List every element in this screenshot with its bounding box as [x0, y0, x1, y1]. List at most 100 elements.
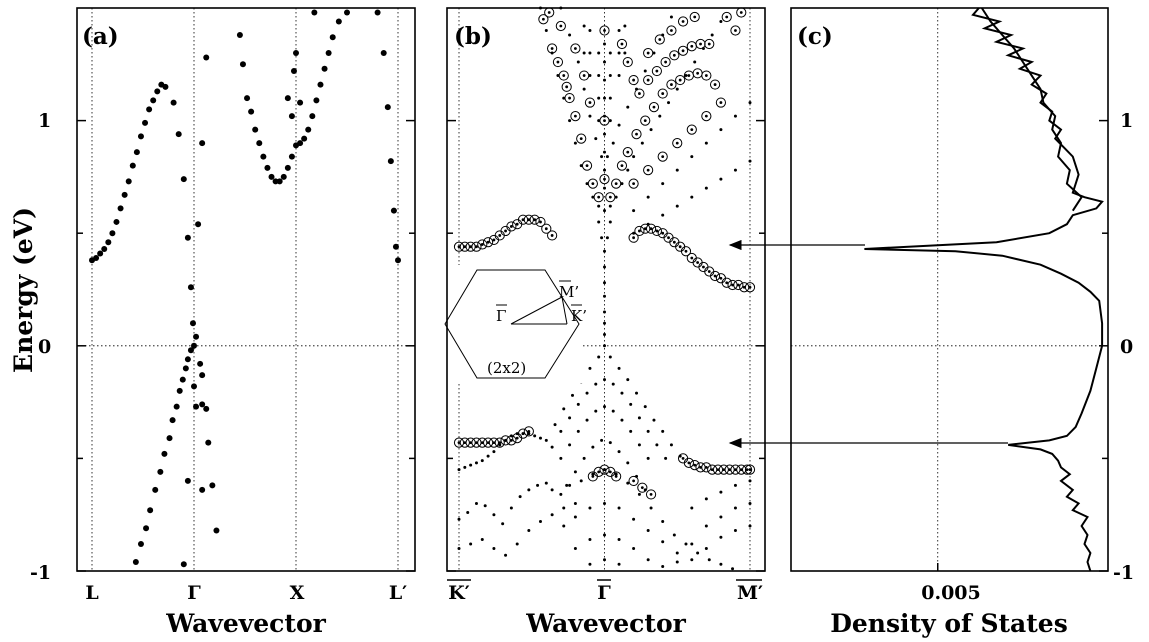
band-point	[597, 119, 601, 123]
band-point	[608, 204, 612, 208]
band-point	[617, 51, 621, 55]
surface-state-ring	[471, 241, 482, 252]
panel-b-surface-states	[453, 7, 756, 500]
band-point	[146, 106, 153, 113]
surface-state-ring	[666, 25, 677, 36]
surface-state-point	[556, 60, 560, 64]
surface-state-point	[687, 461, 691, 465]
surface-state-ring	[552, 56, 564, 68]
band-point	[395, 257, 401, 264]
band-point	[568, 416, 572, 420]
band-point	[603, 168, 606, 172]
surface-state-point	[690, 128, 694, 132]
band-point	[597, 74, 601, 78]
band-point	[696, 551, 700, 555]
panel-a-ytick-minus1: -1	[30, 562, 51, 584]
surface-state-point	[728, 468, 732, 472]
band-point	[626, 461, 630, 465]
band-point	[733, 528, 737, 532]
band-point	[704, 141, 708, 145]
band-point	[629, 402, 633, 406]
surface-state-ring	[701, 70, 712, 81]
band-point	[649, 506, 653, 510]
band-point	[600, 438, 604, 442]
panel-c: (c) 1 0 -1 0.005 Density of States	[790, 7, 1134, 638]
band-point	[585, 418, 589, 422]
band-point	[113, 218, 120, 225]
band-point	[591, 472, 595, 476]
band-point	[603, 249, 606, 253]
surface-state-point	[608, 195, 612, 199]
panel-b-xtick-M: M′	[737, 582, 763, 604]
band-point	[184, 234, 191, 241]
surface-state-ring	[701, 110, 712, 122]
surface-state-point	[588, 101, 592, 104]
surface-state-point	[539, 220, 542, 224]
surface-state-point	[608, 470, 612, 474]
surface-state-ring	[643, 165, 654, 176]
surface-state-point	[591, 182, 595, 186]
band-point	[603, 281, 606, 285]
band-point	[629, 429, 633, 433]
surface-state-point	[725, 281, 729, 285]
band-point	[603, 265, 606, 269]
band-point	[576, 429, 580, 433]
panel-b: Γ M’ K’ (2x2) (b) K′ Γ M′ Wavevector	[444, 6, 766, 638]
surface-state-point	[696, 71, 700, 75]
band-point	[637, 416, 641, 420]
band-point	[652, 51, 656, 55]
surface-state-point	[672, 53, 676, 57]
panel-a-xtick-Lprime: L′	[389, 582, 407, 604]
band-point	[284, 95, 291, 102]
surface-state-ring	[643, 74, 654, 86]
surface-state-ring	[677, 16, 689, 27]
band-point	[731, 567, 735, 571]
band-point	[667, 101, 671, 105]
brillouin-zone-inset: Γ M’ K’ (2x2)	[444, 269, 587, 379]
surface-state-point	[544, 227, 548, 231]
panel-a-band-points	[89, 9, 401, 568]
surface-state-point	[670, 29, 673, 32]
y-axis-label: Energy (eV)	[9, 207, 38, 373]
surface-state-ring	[657, 151, 668, 162]
inset-m-k-line	[561, 296, 568, 325]
band-point	[573, 546, 577, 550]
band-point	[573, 470, 577, 474]
surface-state-ring	[587, 471, 598, 482]
inset-gamma-m-line	[510, 296, 563, 325]
surface-state-point	[565, 85, 569, 89]
band-point	[588, 74, 592, 78]
band-point	[608, 441, 612, 445]
surface-state-point	[699, 42, 702, 46]
band-point	[637, 443, 641, 447]
band-point	[562, 524, 566, 528]
panel-c-ytick-0: 0	[1120, 336, 1133, 358]
band-point	[707, 558, 711, 562]
band-point	[290, 68, 297, 75]
band-point	[655, 443, 659, 447]
surface-state-point	[504, 438, 507, 442]
surface-state-ring	[628, 232, 639, 243]
surface-state-point	[719, 276, 723, 280]
band-point	[329, 34, 336, 41]
surface-state-point	[614, 475, 618, 478]
surface-state-ring	[669, 50, 680, 61]
surface-state-ring	[541, 223, 552, 234]
surface-state-point	[509, 225, 513, 228]
surface-state-point	[690, 44, 694, 48]
band-point	[483, 504, 487, 508]
band-point	[603, 209, 606, 213]
band-point	[170, 99, 177, 106]
band-point	[582, 24, 586, 28]
band-point	[661, 564, 665, 568]
band-point	[646, 456, 650, 460]
surface-state-ring	[634, 225, 645, 237]
band-point	[152, 486, 159, 493]
panel-b-tag: (b)	[454, 23, 492, 50]
band-point	[501, 522, 505, 526]
band-point	[704, 497, 708, 501]
band-point	[515, 542, 519, 546]
band-point	[284, 164, 291, 171]
surface-state-point	[655, 229, 659, 233]
surface-state-point	[574, 114, 577, 118]
